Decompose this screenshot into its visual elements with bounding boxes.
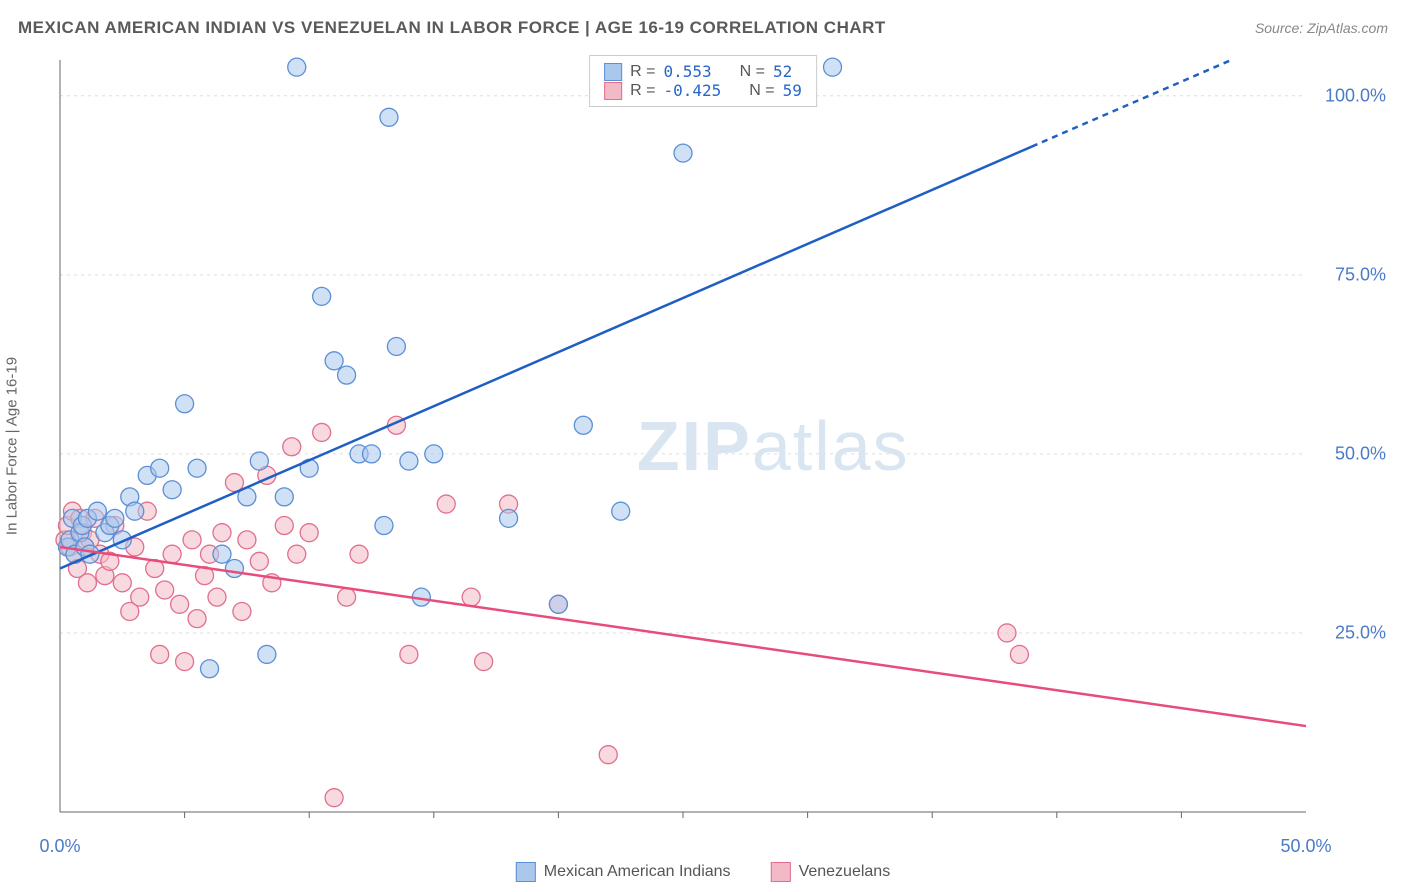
y-tick-label: 25.0% [1335, 622, 1386, 643]
chart-area [50, 50, 1316, 832]
stats-row-series2: R = -0.425 N = 59 [604, 81, 802, 100]
y-tick-label: 50.0% [1335, 443, 1386, 464]
series1-r-value: 0.553 [663, 62, 711, 81]
stats-row-series1: R = 0.553 N = 52 [604, 62, 802, 81]
series1-swatch [604, 63, 622, 81]
series2-n-value: 59 [783, 81, 802, 100]
series1-n-value: 52 [773, 62, 792, 81]
legend-swatch-1 [516, 862, 536, 882]
legend-label-2: Venezuelans [799, 863, 891, 881]
source-prefix: Source: [1255, 20, 1307, 36]
legend: Mexican American Indians Venezuelans [516, 862, 890, 882]
source-attribution: Source: ZipAtlas.com [1255, 20, 1388, 36]
n-label: N = [740, 63, 765, 81]
legend-item-series1: Mexican American Indians [516, 862, 731, 882]
legend-swatch-2 [771, 862, 791, 882]
source-name: ZipAtlas.com [1307, 20, 1388, 36]
series2-swatch [604, 82, 622, 100]
legend-label-1: Mexican American Indians [544, 863, 731, 881]
y-tick-label: 75.0% [1335, 264, 1386, 285]
legend-item-series2: Venezuelans [771, 862, 891, 882]
r-label: R = [630, 63, 655, 81]
scatter-chart [50, 50, 1316, 832]
x-tick-label: 0.0% [39, 836, 80, 857]
correlation-stats-box: R = 0.553 N = 52 R = -0.425 N = 59 [589, 55, 817, 107]
page-title: MEXICAN AMERICAN INDIAN VS VENEZUELAN IN… [18, 18, 886, 38]
series2-r-value: -0.425 [663, 81, 721, 100]
header: MEXICAN AMERICAN INDIAN VS VENEZUELAN IN… [18, 18, 1388, 38]
y-axis-label: In Labor Force | Age 16-19 [4, 357, 21, 535]
n-label: N = [749, 82, 774, 100]
r-label: R = [630, 82, 655, 100]
y-tick-label: 100.0% [1325, 85, 1386, 106]
x-tick-label: 50.0% [1280, 836, 1331, 857]
